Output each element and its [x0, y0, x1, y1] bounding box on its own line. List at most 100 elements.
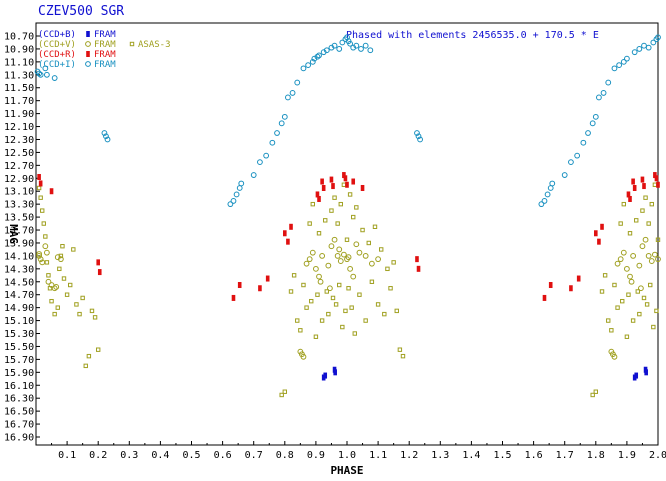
data-point [592, 113, 599, 120]
data-point [650, 39, 657, 46]
data-point [338, 201, 343, 207]
data-point [624, 265, 630, 272]
data-point [351, 214, 356, 220]
data-point [640, 208, 645, 213]
data-point [621, 201, 626, 207]
data-point [313, 265, 319, 272]
data-point [77, 311, 82, 317]
data-point [329, 208, 334, 213]
data-point [238, 180, 245, 187]
data-point [57, 266, 62, 272]
data-point [325, 262, 332, 269]
data-point [323, 218, 328, 223]
legend-source: FRAM [94, 30, 116, 40]
data-point [354, 205, 359, 210]
data-point [237, 282, 242, 289]
series-3 [37, 172, 660, 301]
legend-marker [86, 51, 90, 57]
data-point [47, 286, 53, 291]
data-point [611, 353, 618, 360]
data-point [96, 259, 100, 266]
data-point [616, 62, 623, 69]
data-point [637, 285, 644, 292]
y-tick-label: 15.50 [4, 342, 34, 353]
data-point [653, 172, 657, 179]
data-point [36, 70, 43, 77]
x-tick-label: 1.6 [525, 450, 543, 461]
data-point [80, 295, 85, 301]
x-tick-label: 0.2 [89, 450, 107, 461]
data-point [55, 305, 60, 310]
data-point [611, 65, 618, 72]
data-point [636, 262, 643, 269]
data-point [335, 221, 340, 226]
data-point [620, 298, 625, 304]
data-point [51, 75, 58, 81]
data-point [360, 227, 365, 233]
y-tick-label: 12.10 [4, 122, 34, 133]
y-tick-label: 11.50 [4, 83, 34, 94]
data-point [549, 180, 556, 187]
data-point [649, 201, 654, 207]
data-point [304, 305, 309, 310]
data-point [42, 243, 49, 250]
data-point [101, 130, 108, 136]
data-point [250, 172, 257, 178]
data-point [104, 136, 111, 143]
data-point [288, 289, 294, 294]
legend: (CCD+B) FRAM (CCD+V) FRAM (CCD+R) FRAM (CCD+I)… [38, 30, 171, 70]
data-point [319, 318, 325, 323]
x-tick-label: 0.3 [120, 450, 138, 461]
data-point [103, 133, 109, 140]
data-point [600, 223, 604, 230]
data-point [282, 389, 288, 394]
data-point [602, 273, 608, 278]
data-point [96, 347, 101, 352]
y-tick-label: 10.70 [4, 32, 34, 43]
data-point [336, 246, 343, 253]
data-point [626, 191, 631, 198]
data-point [336, 46, 343, 52]
data-point [620, 58, 627, 65]
y-tick-label: 15.70 [4, 355, 34, 366]
data-point [580, 139, 587, 146]
data-point [654, 175, 659, 182]
data-point [257, 159, 263, 166]
data-point [644, 302, 650, 307]
y-tick-label: 12.50 [4, 148, 34, 159]
data-point [316, 52, 322, 59]
data-point [46, 273, 51, 278]
data-point [71, 247, 76, 252]
data-point [353, 241, 360, 248]
y-tick-label: 13.70 [4, 226, 34, 237]
y-tick-label: 15.90 [4, 368, 34, 379]
y-tick-label: 16.70 [4, 420, 34, 431]
y-tick-label: 16.50 [4, 407, 34, 418]
data-point [655, 34, 661, 41]
data-point [44, 260, 50, 265]
data-point [300, 353, 307, 360]
data-point [38, 195, 43, 200]
data-point [279, 392, 284, 398]
data-point [43, 249, 50, 256]
data-point [326, 311, 331, 317]
x-tick-label: 1.1 [369, 450, 387, 461]
x-tick-label: 1.8 [587, 450, 605, 461]
data-point [352, 331, 357, 336]
data-point [631, 178, 635, 185]
data-point [310, 201, 315, 207]
data-point [644, 369, 648, 376]
data-point [367, 47, 374, 54]
data-point [569, 285, 573, 292]
data-point [330, 295, 336, 301]
data-point [397, 347, 403, 352]
data-point [620, 249, 627, 256]
data-point [285, 94, 291, 101]
data-point [356, 249, 363, 256]
data-point [628, 278, 635, 285]
data-point [343, 175, 348, 182]
data-point [291, 273, 297, 278]
data-point [329, 176, 334, 183]
data-point [331, 236, 338, 243]
